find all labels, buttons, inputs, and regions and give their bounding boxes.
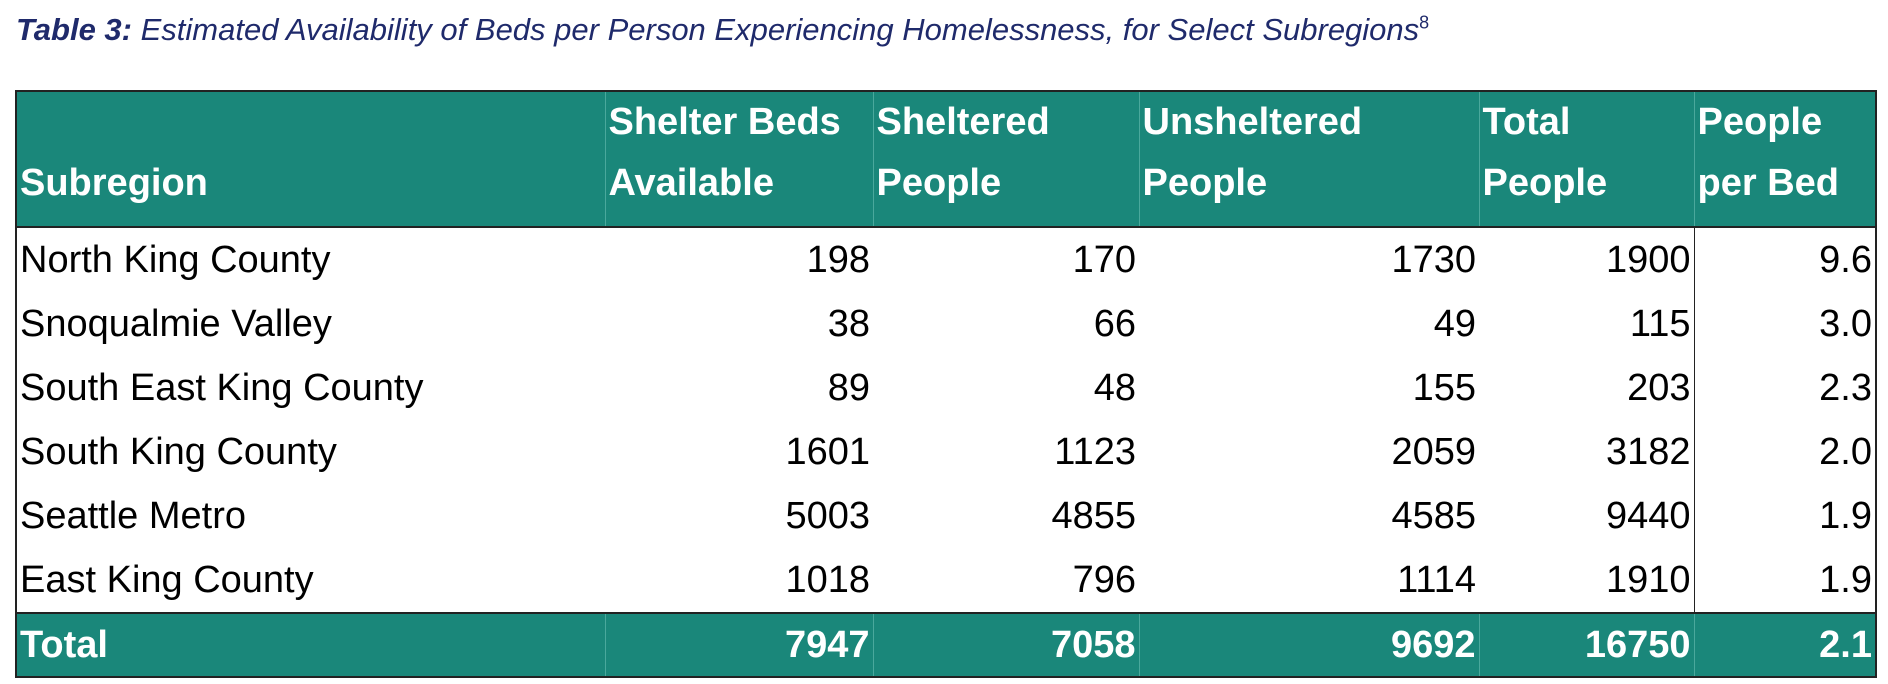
- total-row: Total 7947 7058 9692 16750 2.1: [15, 612, 1877, 678]
- cell-people-per-bed: 2.0: [1693, 420, 1877, 484]
- header-people-per-bed: People per Bed: [1693, 90, 1877, 228]
- cell-shelter-beds: 1018: [605, 548, 873, 613]
- cell-total-people: 1910: [1479, 548, 1694, 613]
- header-shelter-beds-available: Shelter Beds Available: [604, 90, 873, 228]
- cell-total-people: 203: [1479, 356, 1694, 420]
- total-sheltered: 7058: [872, 612, 1139, 678]
- cell-people-per-bed: 1.9: [1693, 548, 1877, 613]
- header-subregion: Subregion: [15, 90, 605, 228]
- total-label: Total: [15, 612, 605, 678]
- cell-people-per-bed: 9.6: [1693, 227, 1877, 292]
- cell-sheltered: 4855: [873, 484, 1139, 548]
- cell-subregion: North King County: [15, 227, 605, 292]
- cell-sheltered: 48: [873, 356, 1139, 420]
- cell-unsheltered: 2059: [1139, 420, 1479, 484]
- cell-people-per-bed: 1.9: [1693, 484, 1877, 548]
- total-unsheltered: 9692: [1138, 612, 1479, 678]
- cell-total-people: 1900: [1479, 227, 1694, 292]
- cell-total-people: 9440: [1479, 484, 1694, 548]
- cell-subregion: Seattle Metro: [15, 484, 605, 548]
- cell-sheltered: 1123: [873, 420, 1139, 484]
- cell-unsheltered: 1730: [1139, 227, 1479, 292]
- cell-subregion: East King County: [15, 548, 605, 613]
- cell-sheltered: 796: [873, 548, 1139, 613]
- cell-total-people: 115: [1479, 292, 1694, 356]
- cell-shelter-beds: 198: [605, 227, 873, 292]
- caption-label: Table 3:: [16, 12, 132, 47]
- cell-sheltered: 170: [873, 227, 1139, 292]
- header-unsheltered-people: Unsheltered People: [1138, 90, 1479, 228]
- cell-shelter-beds: 5003: [605, 484, 873, 548]
- header-total-people: Total People: [1478, 90, 1694, 228]
- cell-unsheltered: 49: [1139, 292, 1479, 356]
- caption-footnote: 8: [1419, 12, 1430, 33]
- caption-text: Estimated Availability of Beds per Perso…: [140, 12, 1420, 47]
- cell-subregion: South East King County: [15, 356, 605, 420]
- total-people-per-bed: 2.1: [1693, 612, 1877, 678]
- table-row: North King County 198 170 1730 1900 9.6: [15, 227, 1877, 292]
- cell-sheltered: 66: [873, 292, 1139, 356]
- cell-unsheltered: 1114: [1139, 548, 1479, 613]
- cell-unsheltered: 4585: [1139, 484, 1479, 548]
- table-caption: Table 3: Estimated Availability of Beds …: [16, 10, 1429, 50]
- cell-shelter-beds: 1601: [605, 420, 873, 484]
- table-row: South East King County 89 48 155 203 2.3: [15, 356, 1877, 420]
- cell-shelter-beds: 89: [605, 356, 873, 420]
- cell-total-people: 3182: [1479, 420, 1694, 484]
- cell-people-per-bed: 3.0: [1693, 292, 1877, 356]
- table-row: South King County 1601 1123 2059 3182 2.…: [15, 420, 1877, 484]
- cell-unsheltered: 155: [1139, 356, 1479, 420]
- cell-subregion: Snoqualmie Valley: [15, 292, 605, 356]
- cell-shelter-beds: 38: [605, 292, 873, 356]
- total-total-people: 16750: [1478, 612, 1694, 678]
- cell-people-per-bed: 2.3: [1693, 356, 1877, 420]
- table-row: Snoqualmie Valley 38 66 49 115 3.0: [15, 292, 1877, 356]
- total-shelter-beds: 7947: [604, 612, 873, 678]
- header-row: Subregion Shelter Beds Available Sheltere…: [15, 90, 1877, 228]
- table-row: East King County 1018 796 1114 1910 1.9: [15, 548, 1877, 613]
- header-sheltered-people: Sheltered People: [872, 90, 1139, 228]
- table-row: Seattle Metro 5003 4855 4585 9440 1.9: [15, 484, 1877, 548]
- cell-subregion: South King County: [15, 420, 605, 484]
- beds-table: Subregion Shelter Beds Available Sheltere…: [15, 90, 1877, 678]
